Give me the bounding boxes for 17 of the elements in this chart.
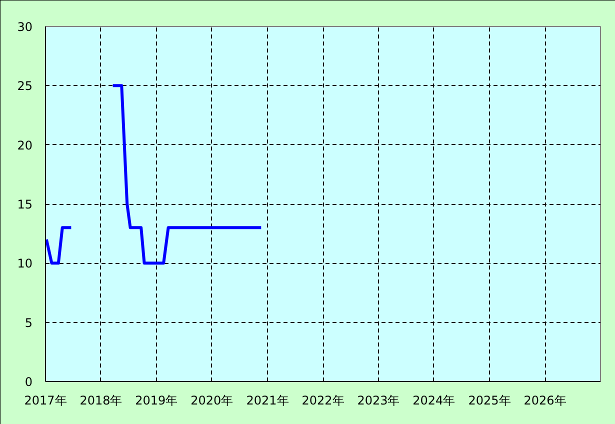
y-tick-label: 5 [24, 316, 33, 330]
x-tick-label: 2024年 [412, 394, 456, 408]
y-tick-label: 25 [17, 79, 33, 94]
x-tick-label: 2025年 [468, 394, 511, 408]
x-tick-label: 2023年 [357, 394, 400, 408]
y-tick-label: 10 [17, 256, 33, 271]
x-tick-label: 2019年 [135, 394, 178, 408]
x-tick-label: 2018年 [80, 394, 122, 408]
y-tick-label: 20 [17, 138, 33, 152]
x-tick-label: 2022年 [302, 394, 344, 408]
y-tick-label: 30 [17, 20, 33, 34]
y-tick-label: 15 [17, 198, 33, 212]
y-tick-label: 0 [24, 375, 33, 389]
x-tick-label: 2017年 [24, 394, 67, 408]
x-tick-label: 2026年 [524, 394, 566, 408]
x-tick-label: 2020年 [190, 394, 234, 408]
x-tick-label: 2021年 [246, 394, 289, 408]
